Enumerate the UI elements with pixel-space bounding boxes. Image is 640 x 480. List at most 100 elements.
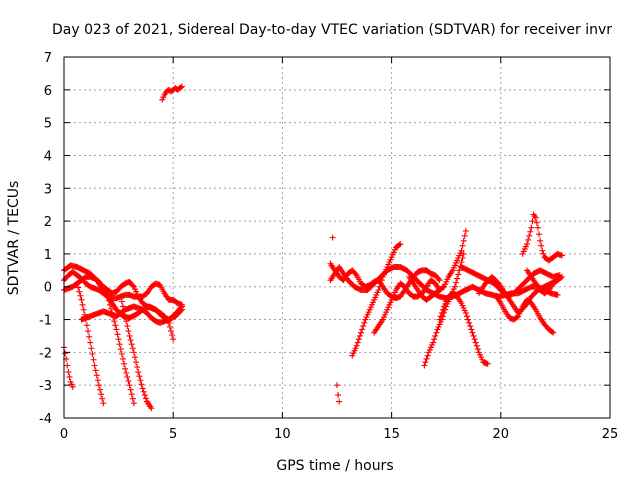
data-point	[377, 280, 384, 287]
data-point	[460, 250, 467, 257]
data-point	[436, 316, 443, 323]
data-point	[456, 267, 463, 274]
data-point	[121, 360, 128, 367]
data-point	[119, 303, 126, 310]
data-point	[122, 313, 129, 320]
data-point	[375, 287, 382, 294]
data-point	[148, 405, 155, 412]
series-arc-h	[117, 293, 155, 412]
data-point	[378, 277, 385, 284]
data-point	[129, 345, 136, 352]
data-point	[558, 252, 565, 259]
data-point	[76, 288, 83, 295]
data-point	[109, 309, 116, 316]
x-tick-label: 10	[274, 427, 291, 442]
data-point	[557, 274, 564, 281]
data-point	[131, 354, 138, 361]
data-point	[62, 350, 69, 357]
data-point	[376, 283, 383, 290]
data-point	[433, 329, 440, 336]
data-point	[439, 306, 446, 313]
data-point	[82, 316, 89, 323]
x-tick-label: 20	[493, 427, 510, 442]
data-point	[168, 328, 175, 335]
data-point	[69, 383, 76, 390]
series-arc-c	[61, 262, 185, 323]
data-point	[104, 293, 111, 300]
x-tick-label: 15	[383, 427, 400, 442]
series-arc-p	[436, 290, 491, 367]
data-point	[458, 247, 465, 254]
data-point	[141, 392, 148, 399]
y-tick-label: -1	[39, 314, 52, 329]
data-point	[467, 323, 474, 330]
data-point	[133, 359, 140, 366]
y-tick-label: -3	[39, 379, 52, 394]
data-point	[139, 385, 146, 392]
series-arc-l	[349, 241, 404, 359]
data-point	[85, 328, 92, 335]
data-point	[125, 328, 132, 335]
series-arc-f	[74, 280, 107, 407]
data-point	[532, 214, 539, 221]
data-point	[358, 329, 365, 336]
data-point	[107, 305, 114, 312]
data-point	[453, 279, 460, 286]
data-point	[354, 339, 361, 346]
series-arc-u	[524, 267, 565, 297]
data-point	[459, 255, 466, 262]
data-point	[94, 377, 101, 384]
data-point	[463, 313, 470, 320]
data-point	[74, 280, 81, 287]
y-tick-label: 6	[44, 84, 52, 99]
series-arc-s	[493, 293, 557, 336]
y-tick-label: 4	[44, 149, 52, 164]
data-point	[130, 400, 137, 407]
data-point	[66, 373, 73, 380]
data-point	[461, 232, 468, 239]
y-tick-label: 0	[44, 281, 52, 296]
data-point	[469, 329, 476, 336]
points-layer	[61, 83, 565, 412]
y-tick-label: -2	[39, 346, 52, 361]
data-point	[526, 232, 533, 239]
data-point	[528, 224, 535, 231]
data-point	[170, 336, 177, 343]
data-point	[97, 386, 104, 393]
data-point	[455, 271, 462, 278]
data-point	[514, 314, 521, 321]
data-point	[115, 336, 122, 343]
data-point	[178, 83, 185, 90]
ticks-layer: 0 5 10 15 20 25 -4 -3 -2 -1 0 1 2 3 4 5 6 7	[39, 51, 618, 442]
data-point	[166, 323, 173, 330]
data-point	[92, 367, 99, 374]
data-point	[87, 339, 94, 346]
data-point	[135, 369, 142, 376]
data-point	[334, 382, 340, 389]
data-point	[540, 250, 547, 257]
data-point	[431, 336, 438, 343]
data-point	[118, 351, 125, 358]
data-point	[119, 355, 126, 362]
data-point	[137, 377, 144, 384]
plot-frame	[63, 56, 611, 419]
data-point	[356, 332, 363, 339]
x-tick-label: 5	[169, 427, 177, 442]
data-point	[90, 356, 97, 363]
data-point	[75, 284, 82, 291]
series-arc-m	[371, 277, 443, 336]
data-point	[438, 309, 445, 316]
data-point	[336, 398, 343, 405]
data-point	[473, 342, 480, 349]
data-point	[484, 360, 491, 367]
data-point	[138, 381, 145, 388]
data-point	[421, 362, 428, 369]
data-point	[114, 331, 121, 338]
data-point	[98, 391, 105, 398]
data-point	[123, 318, 130, 325]
y-tick-label: 2	[44, 215, 52, 230]
data-point	[539, 247, 546, 254]
data-point	[430, 339, 437, 346]
